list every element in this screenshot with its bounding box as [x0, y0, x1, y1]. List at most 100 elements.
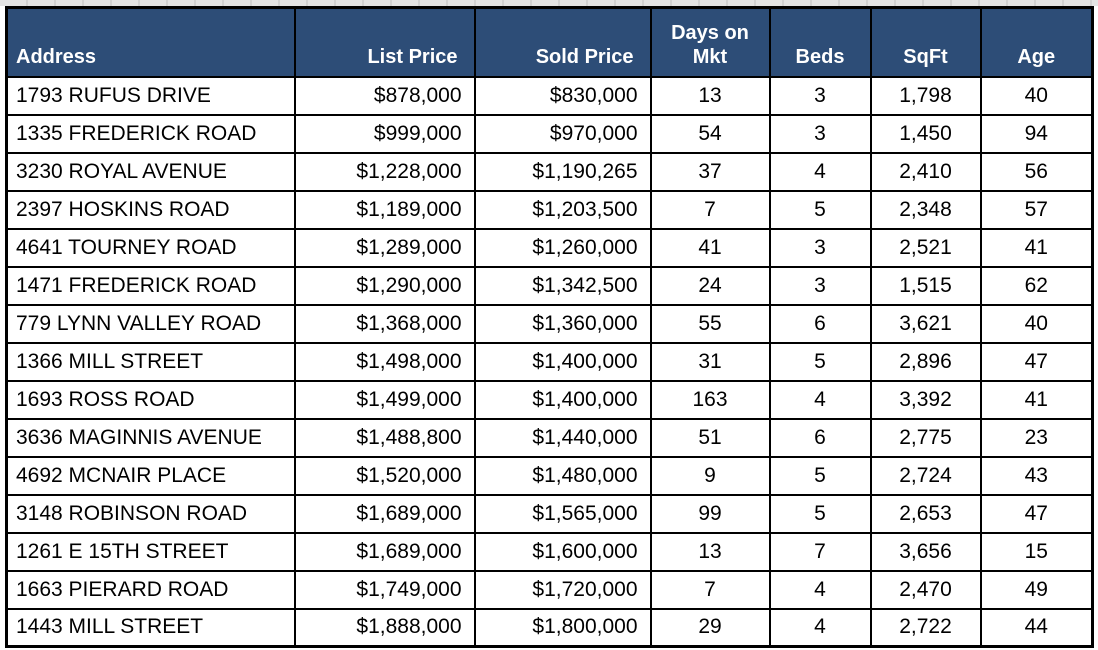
cell-beds[interactable]: 3 — [768, 113, 872, 154]
cell-address[interactable]: 1366 MILL STREET — [5, 341, 296, 382]
cell-age[interactable]: 94 — [979, 113, 1094, 154]
cell-address[interactable]: 2397 HOSKINS ROAD — [5, 189, 296, 230]
header-sold-price[interactable]: Sold Price — [473, 6, 652, 78]
cell-address[interactable]: 1663 PIERARD ROAD — [5, 569, 296, 610]
cell-address[interactable]: 1335 FREDERICK ROAD — [5, 113, 296, 154]
cell-beds[interactable]: 3 — [768, 227, 872, 268]
cell-sold-price[interactable]: $1,190,265 — [473, 151, 652, 192]
cell-sqft[interactable]: 1,450 — [869, 113, 982, 154]
header-list-price[interactable]: List Price — [293, 6, 476, 78]
cell-list-price[interactable]: $1,749,000 — [293, 569, 476, 610]
cell-age[interactable]: 56 — [979, 151, 1094, 192]
cell-beds[interactable]: 5 — [768, 455, 872, 496]
cell-sold-price[interactable]: $970,000 — [473, 113, 652, 154]
cell-sold-price[interactable]: $1,260,000 — [473, 227, 652, 268]
cell-days-on-mkt[interactable]: 54 — [649, 113, 771, 154]
cell-sold-price[interactable]: $1,600,000 — [473, 531, 652, 572]
cell-sold-price[interactable]: $1,400,000 — [473, 341, 652, 382]
cell-sold-price[interactable]: $1,440,000 — [473, 417, 652, 458]
header-age[interactable]: Age — [979, 6, 1094, 78]
cell-days-on-mkt[interactable]: 7 — [649, 189, 771, 230]
cell-sqft[interactable]: 1,798 — [869, 75, 982, 116]
cell-age[interactable]: 23 — [979, 417, 1094, 458]
cell-days-on-mkt[interactable]: 7 — [649, 569, 771, 610]
cell-list-price[interactable]: $1,290,000 — [293, 265, 476, 306]
cell-beds[interactable]: 4 — [768, 607, 872, 648]
cell-address[interactable]: 4641 TOURNEY ROAD — [5, 227, 296, 268]
cell-days-on-mkt[interactable]: 163 — [649, 379, 771, 420]
cell-address[interactable]: 3230 ROYAL AVENUE — [5, 151, 296, 192]
cell-beds[interactable]: 6 — [768, 417, 872, 458]
header-days-on-mkt[interactable]: Days on Mkt — [649, 6, 771, 78]
cell-list-price[interactable]: $1,888,000 — [293, 607, 476, 648]
cell-sold-price[interactable]: $1,400,000 — [473, 379, 652, 420]
cell-age[interactable]: 43 — [979, 455, 1094, 496]
cell-sqft[interactable]: 2,348 — [869, 189, 982, 230]
cell-days-on-mkt[interactable]: 24 — [649, 265, 771, 306]
cell-sqft[interactable]: 2,896 — [869, 341, 982, 382]
cell-sqft[interactable]: 3,621 — [869, 303, 982, 344]
cell-beds[interactable]: 6 — [768, 303, 872, 344]
cell-sqft[interactable]: 2,653 — [869, 493, 982, 534]
cell-list-price[interactable]: $1,689,000 — [293, 531, 476, 572]
cell-address[interactable]: 1793 RUFUS DRIVE — [5, 75, 296, 116]
cell-sqft[interactable]: 2,410 — [869, 151, 982, 192]
cell-address[interactable]: 3636 MAGINNIS AVENUE — [5, 417, 296, 458]
cell-age[interactable]: 40 — [979, 303, 1094, 344]
cell-days-on-mkt[interactable]: 31 — [649, 341, 771, 382]
cell-beds[interactable]: 7 — [768, 531, 872, 572]
cell-address[interactable]: 779 LYNN VALLEY ROAD — [5, 303, 296, 344]
header-sqft[interactable]: SqFt — [869, 6, 982, 78]
cell-list-price[interactable]: $1,499,000 — [293, 379, 476, 420]
cell-days-on-mkt[interactable]: 99 — [649, 493, 771, 534]
cell-address[interactable]: 1261 E 15TH STREET — [5, 531, 296, 572]
cell-sqft[interactable]: 2,775 — [869, 417, 982, 458]
cell-age[interactable]: 47 — [979, 493, 1094, 534]
cell-sold-price[interactable]: $1,720,000 — [473, 569, 652, 610]
cell-days-on-mkt[interactable]: 9 — [649, 455, 771, 496]
cell-list-price[interactable]: $1,498,000 — [293, 341, 476, 382]
cell-age[interactable]: 57 — [979, 189, 1094, 230]
cell-beds[interactable]: 5 — [768, 341, 872, 382]
cell-days-on-mkt[interactable]: 37 — [649, 151, 771, 192]
cell-address[interactable]: 1443 MILL STREET — [5, 607, 296, 648]
cell-age[interactable]: 41 — [979, 379, 1094, 420]
cell-list-price[interactable]: $1,189,000 — [293, 189, 476, 230]
cell-age[interactable]: 44 — [979, 607, 1094, 648]
cell-sold-price[interactable]: $1,800,000 — [473, 607, 652, 648]
cell-sold-price[interactable]: $1,360,000 — [473, 303, 652, 344]
cell-days-on-mkt[interactable]: 13 — [649, 531, 771, 572]
cell-age[interactable]: 40 — [979, 75, 1094, 116]
cell-beds[interactable]: 3 — [768, 75, 872, 116]
cell-beds[interactable]: 3 — [768, 265, 872, 306]
cell-age[interactable]: 47 — [979, 341, 1094, 382]
cell-days-on-mkt[interactable]: 51 — [649, 417, 771, 458]
cell-list-price[interactable]: $1,488,800 — [293, 417, 476, 458]
cell-sold-price[interactable]: $1,203,500 — [473, 189, 652, 230]
cell-list-price[interactable]: $1,689,000 — [293, 493, 476, 534]
cell-address[interactable]: 3148 ROBINSON ROAD — [5, 493, 296, 534]
cell-list-price[interactable]: $1,289,000 — [293, 227, 476, 268]
cell-sqft[interactable]: 3,656 — [869, 531, 982, 572]
cell-sold-price[interactable]: $830,000 — [473, 75, 652, 116]
cell-sqft[interactable]: 1,515 — [869, 265, 982, 306]
cell-address[interactable]: 1693 ROSS ROAD — [5, 379, 296, 420]
cell-sold-price[interactable]: $1,565,000 — [473, 493, 652, 534]
cell-list-price[interactable]: $999,000 — [293, 113, 476, 154]
cell-address[interactable]: 4692 MCNAIR PLACE — [5, 455, 296, 496]
cell-list-price[interactable]: $1,228,000 — [293, 151, 476, 192]
cell-sqft[interactable]: 3,392 — [869, 379, 982, 420]
cell-age[interactable]: 62 — [979, 265, 1094, 306]
cell-beds[interactable]: 4 — [768, 151, 872, 192]
header-address[interactable]: Address — [5, 6, 296, 78]
cell-list-price[interactable]: $1,368,000 — [293, 303, 476, 344]
cell-address[interactable]: 1471 FREDERICK ROAD — [5, 265, 296, 306]
cell-age[interactable]: 41 — [979, 227, 1094, 268]
cell-sqft[interactable]: 2,521 — [869, 227, 982, 268]
cell-sqft[interactable]: 2,722 — [869, 607, 982, 648]
cell-days-on-mkt[interactable]: 13 — [649, 75, 771, 116]
cell-list-price[interactable]: $1,520,000 — [293, 455, 476, 496]
cell-days-on-mkt[interactable]: 29 — [649, 607, 771, 648]
cell-sqft[interactable]: 2,724 — [869, 455, 982, 496]
cell-age[interactable]: 49 — [979, 569, 1094, 610]
